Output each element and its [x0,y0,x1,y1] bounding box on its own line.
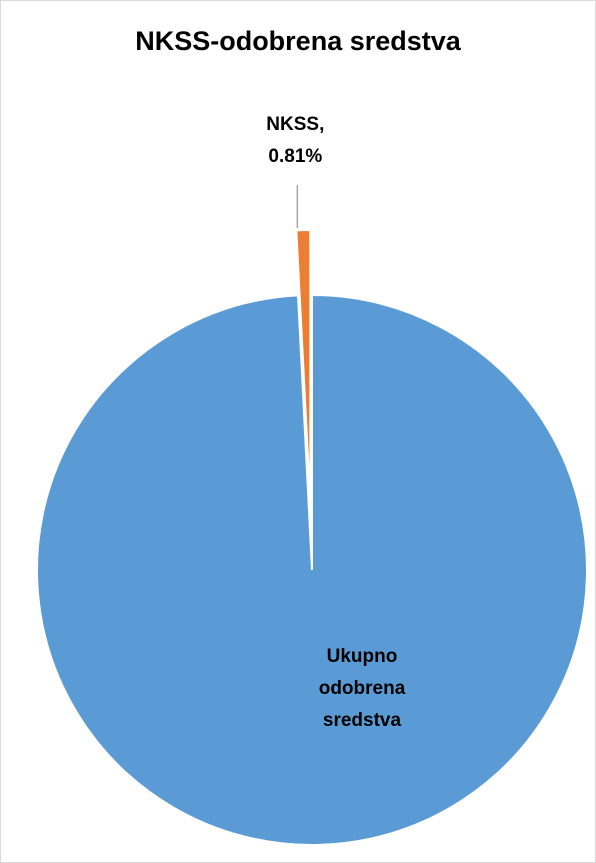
pie-labels: Ukupno odobrena sredstva NKSS, 0.81% [266,114,405,731]
chart-title: NKSS-odobrena sredstva [135,26,461,56]
pie-slice-nkss [295,229,312,506]
pie-slice-ukupno-odobrena-sredstva [36,293,588,846]
data-label-ukupno-odobrena-sredstva: Ukupno odobrena sredstva [319,646,406,731]
pie-slices [36,229,588,846]
data-label-nkss: NKSS, 0.81% [266,114,324,167]
